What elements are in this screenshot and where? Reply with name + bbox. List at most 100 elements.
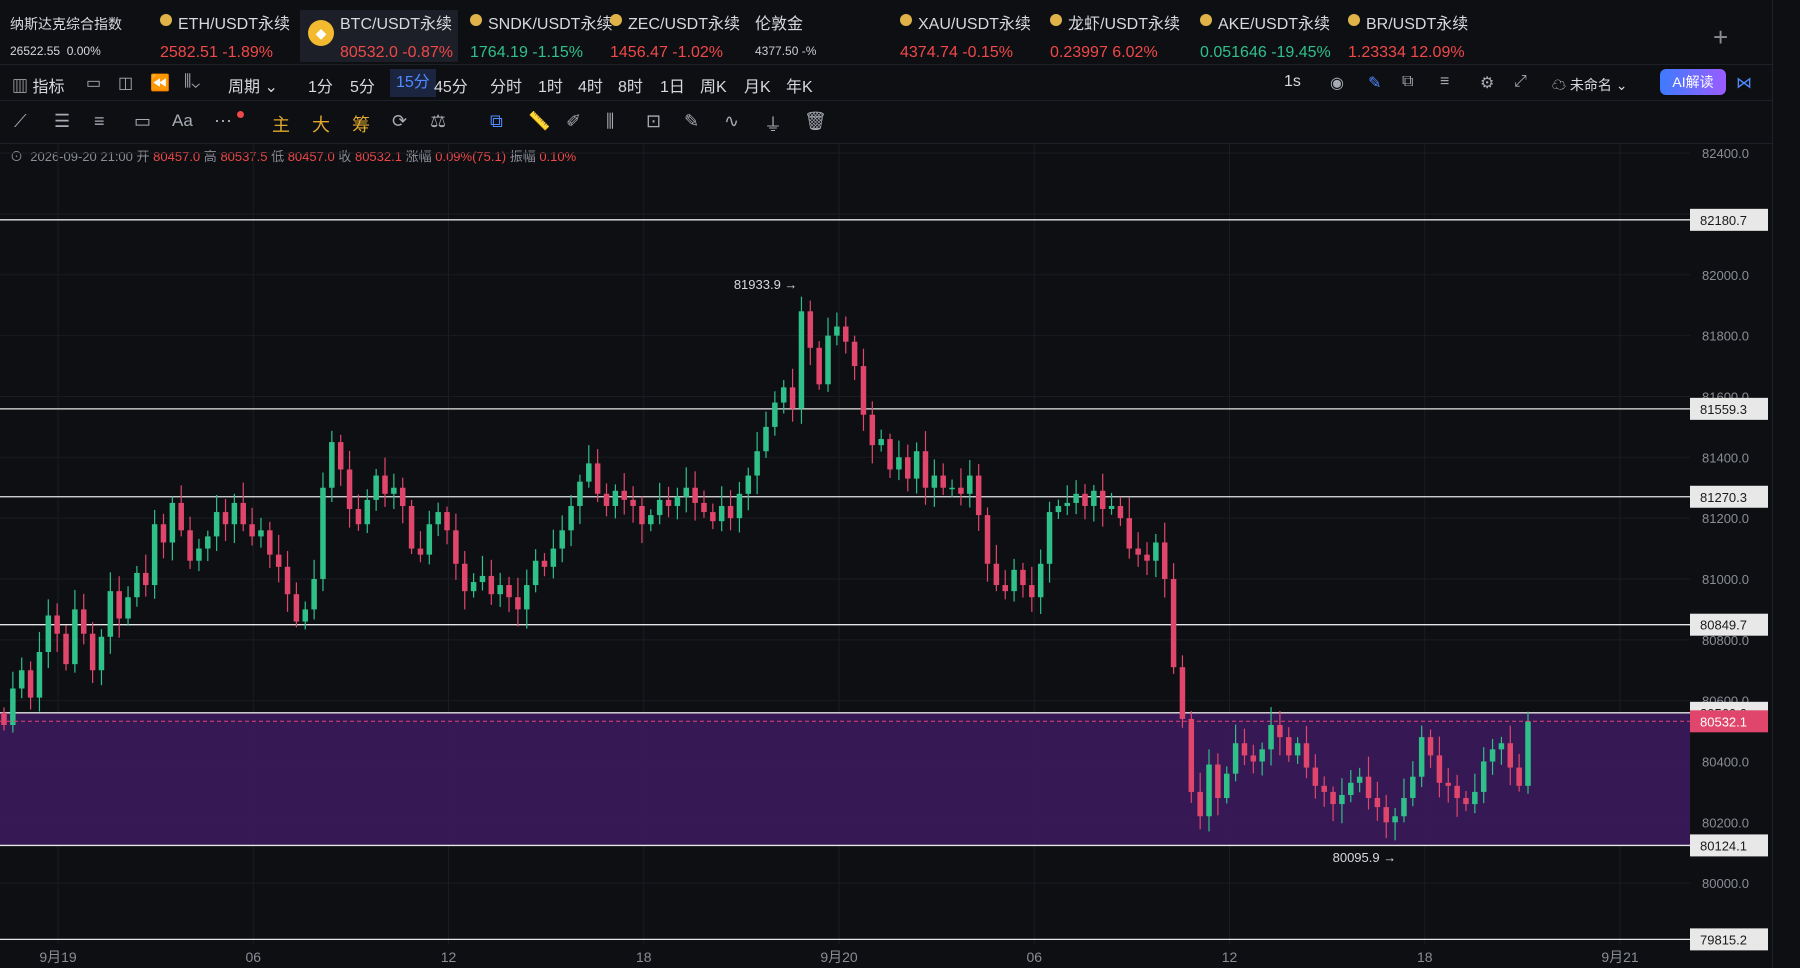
level-tag-label: 79815.2	[1700, 932, 1747, 947]
candle-body	[834, 326, 840, 336]
chips-toggle[interactable]: 筹	[352, 115, 370, 135]
candle-body	[842, 326, 849, 342]
list-icon[interactable]: ≡	[1440, 73, 1450, 90]
interval-8[interactable]: 1日	[660, 79, 685, 96]
text-tool-icon[interactable]: Aa	[172, 111, 193, 130]
x-tick-label: 9月19	[39, 949, 77, 965]
y-tick-label: 81000.0	[1702, 572, 1749, 587]
candle-body	[1064, 502, 1071, 506]
ai-interpret-button[interactable]: AI解读	[1660, 69, 1726, 95]
candle-body	[878, 439, 884, 446]
candle-body	[1153, 542, 1159, 561]
tab-change: -0.15%	[962, 44, 1013, 61]
candle-body	[27, 670, 34, 698]
candle-body	[1108, 505, 1115, 510]
template-icon[interactable]: ⧉	[1402, 73, 1414, 90]
tab-2[interactable]: SNDK/USDT永续 1764.19 -1.15%	[460, 10, 612, 62]
tab-8[interactable]: BR/USDT永续 1.23334 12.09%	[1338, 10, 1476, 62]
candlestick-chart[interactable]: 81933.9 →80095.9 →82400.082200.082000.08…	[0, 144, 1772, 968]
period-dropdown[interactable]: 周期 ⌄	[228, 79, 278, 96]
parallel-tool-icon[interactable]: ☰	[54, 111, 71, 131]
tab-1[interactable]: ◆ BTC/USDT永续 80532.0 -0.87%	[300, 10, 458, 62]
x-tick-label: 9月21	[1601, 949, 1639, 965]
layout-name-dropdown[interactable]: ☁ 未命名 ⌄	[1552, 77, 1628, 93]
candle-body	[116, 591, 122, 619]
tab-4[interactable]: 伦敦金 4377.50 -%	[745, 10, 883, 62]
candle-body	[1445, 782, 1452, 786]
line-tool-icon[interactable]: ⟋	[14, 111, 27, 131]
tab-3[interactable]: ZEC/USDT永续 1456.47 -1.02%	[600, 10, 740, 62]
brush-icon[interactable]: ✐	[566, 111, 582, 131]
index-ticker[interactable]: 纳斯达克综合指数 26522.55 0.00%	[10, 14, 122, 58]
main-chart-toggle[interactable]: 主	[272, 115, 290, 135]
tab-quote: 80532.0 -0.87%	[340, 44, 458, 62]
refresh-rate[interactable]: 1s	[1284, 73, 1301, 90]
interval-7[interactable]: 8时	[618, 79, 643, 96]
candle-body	[1144, 554, 1150, 561]
interval-4[interactable]: 分时	[490, 79, 523, 96]
measure-icon[interactable]: ⚖	[430, 111, 447, 131]
add-tab-icon[interactable]: +	[1713, 22, 1729, 52]
edit-icon[interactable]: ✎	[684, 111, 700, 131]
candle-body	[1418, 737, 1425, 777]
magnet-icon[interactable]: ∿	[724, 111, 740, 131]
sync-icon[interactable]: ⟳	[392, 111, 408, 131]
tab-5[interactable]: XAU/USDT永续 4374.74 -0.15%	[890, 10, 1031, 62]
tab-6[interactable]: 龙虾/USDT永续 0.23997 6.02%	[1040, 10, 1180, 62]
camera-icon[interactable]: ◉	[1330, 75, 1344, 92]
candle-body	[488, 575, 495, 595]
share-icon[interactable]: ⋈	[1736, 75, 1752, 92]
level-tag-label: 80849.7	[1700, 618, 1747, 633]
candle-body	[1215, 764, 1221, 798]
interval-6[interactable]: 4时	[578, 79, 603, 96]
hlines-tool-icon[interactable]: ≡	[94, 111, 105, 131]
candle-body	[1250, 755, 1257, 762]
interval-1[interactable]: 5分	[350, 79, 375, 96]
lock-icon[interactable]: ⊡	[646, 111, 662, 131]
interval-10[interactable]: 月K	[744, 79, 771, 96]
level-tag-label: 80124.1	[1700, 838, 1747, 853]
replay-icon[interactable]: ⏪	[150, 75, 170, 92]
pencil-icon[interactable]: ✎	[1368, 75, 1382, 92]
ruler-icon[interactable]: 📏	[528, 111, 551, 131]
filter-icon[interactable]: ⏚	[764, 115, 782, 135]
interval-5[interactable]: 1时	[538, 79, 563, 96]
interval-3[interactable]: 45分	[434, 79, 468, 96]
candle-body	[1525, 721, 1531, 786]
chart-type-icon[interactable]: ⫼⌄	[184, 73, 201, 90]
candle-body	[630, 499, 636, 506]
level-tag-bg	[1690, 613, 1768, 636]
candle-body	[1268, 724, 1274, 750]
candle-body	[913, 451, 920, 479]
more-tools-icon[interactable]: ⋯	[214, 111, 232, 131]
indicator-button[interactable]: ▥ 指标	[12, 79, 65, 96]
candle-body	[1489, 749, 1496, 762]
calendar-icon[interactable]: ▭	[86, 75, 102, 92]
tab-price: 4377.50	[755, 44, 799, 58]
tab-symbol: BR/USDT永续	[1366, 16, 1469, 33]
candle-body	[1126, 518, 1133, 549]
fullscreen-icon[interactable]: ⤢	[1514, 73, 1527, 90]
candle-body	[461, 563, 468, 592]
candles-icon[interactable]: ⫼	[606, 111, 615, 131]
tab-quote: 1764.19 -1.15%	[470, 44, 598, 62]
tab-0[interactable]: ETH/USDT永续 2582.51 -1.89%	[150, 10, 290, 62]
candle-body	[1286, 737, 1292, 756]
rect-tool-icon[interactable]: ▭	[134, 111, 152, 131]
trash-icon[interactable]: 🗑	[804, 111, 827, 131]
interval-2[interactable]: 15分	[390, 69, 436, 97]
interval-0[interactable]: 1分	[308, 79, 333, 96]
candle-body	[931, 475, 938, 488]
big-order-toggle[interactable]: 大	[312, 115, 330, 135]
interval-9[interactable]: 周K	[700, 79, 727, 96]
candle-body	[231, 502, 238, 525]
copy-icon[interactable]: ⧉	[490, 111, 503, 131]
level-tag-label: 81270.3	[1700, 490, 1747, 505]
y-tick-label: 80200.0	[1702, 815, 1749, 830]
gear-icon[interactable]: ⚙	[1480, 75, 1495, 92]
tab-price: 1.23334	[1348, 44, 1406, 61]
candle-body	[692, 487, 698, 503]
layout-icon[interactable]: ◫	[118, 75, 134, 92]
interval-11[interactable]: 年K	[786, 79, 813, 96]
tab-7[interactable]: AKE/USDT永续 0.051646 -19.45%	[1190, 10, 1331, 62]
